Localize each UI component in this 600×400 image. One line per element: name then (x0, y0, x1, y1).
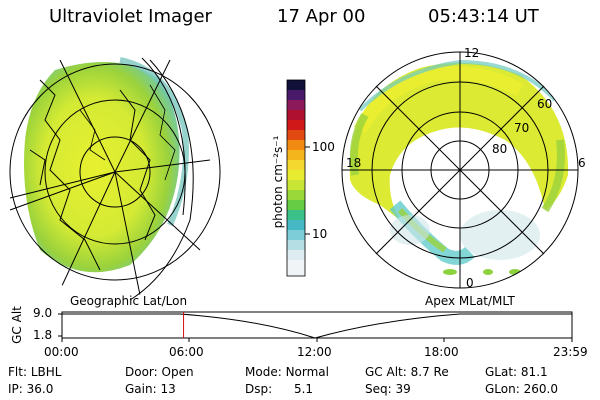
glon-value: 260.0 (523, 382, 558, 396)
door-value: Open (161, 365, 194, 379)
colorbar-tick-10: 10 (312, 227, 328, 241)
polar-image (341, 51, 579, 289)
gc-alt-value: 8.7 Re (410, 365, 449, 379)
mlt-label-12: 12 (464, 46, 480, 60)
colorbar-tick-100: 100 (312, 140, 335, 154)
lat-label-80: 80 (492, 142, 508, 156)
time-tick-0000: 00:00 (44, 345, 79, 359)
gc-alt-status: GC Alt: 8.7 Re (365, 365, 449, 379)
gc-alt-label: GC Alt: (365, 365, 407, 379)
seq-value: 39 (395, 382, 411, 396)
gain-status: Gain: 13 (125, 382, 176, 396)
colorbar-unit-label: photon cm⁻²s⁻¹ (271, 135, 285, 229)
colorbar (286, 79, 310, 277)
altitude-ytick-low: 1.8 (33, 328, 53, 342)
lat-label-60: 60 (537, 97, 553, 111)
ip-label: IP: (8, 382, 23, 396)
seq-status: Seq: 39 (365, 382, 411, 396)
filter-value: LBHL (30, 365, 62, 379)
altitude-ytick-high: 9.0 (33, 306, 53, 320)
filter-status: Flt: LBHL (8, 365, 61, 379)
glon-status: GLon: 260.0 (485, 382, 558, 396)
door-label: Door: (125, 365, 158, 379)
dsp-value: 5.1 (293, 382, 314, 396)
ip-value: 36.0 (26, 382, 54, 396)
glat-label: GLat: (485, 365, 518, 379)
ip-status: IP: 36.0 (8, 382, 53, 396)
glat-value: 81.1 (520, 365, 548, 379)
altitude-plot (58, 311, 573, 342)
mlt-label-18: 18 (346, 156, 362, 170)
date-label: 17 Apr 00 (277, 6, 366, 27)
instrument-title: Ultraviolet Imager (49, 6, 212, 27)
mode-value: Normal (285, 365, 329, 379)
lat-label-70: 70 (514, 121, 530, 135)
time-tick-2359: 23:59 (553, 345, 588, 359)
glat-status: GLat: 81.1 (485, 365, 548, 379)
time-tick-0600: 06:00 (169, 345, 204, 359)
apex-panel-label: Apex MLat/MLT (425, 294, 515, 308)
altitude-curve (62, 313, 572, 339)
door-status: Door: Open (125, 365, 194, 379)
time-label: 05:43:14 UT (428, 6, 539, 27)
mlt-label-0: 0 (466, 276, 474, 290)
mode-label: Mode: (245, 365, 282, 379)
gain-label: Gain: (125, 382, 157, 396)
glon-label: GLon: (485, 382, 520, 396)
mlt-label-6: 6 (578, 156, 586, 170)
altitude-ylabel: GC Alt (10, 306, 24, 344)
dsp-status: Dsp: 5.1 (245, 382, 313, 396)
geographic-image (9, 57, 221, 301)
filter-label: Flt: (8, 365, 27, 379)
gain-value: 13 (160, 382, 176, 396)
time-tick-1800: 18:00 (424, 345, 459, 359)
seq-label: Seq: (365, 382, 392, 396)
time-tick-1200: 12:00 (297, 345, 332, 359)
mode-status: Mode: Normal (245, 365, 329, 379)
geographic-panel-label: Geographic Lat/Lon (70, 294, 188, 308)
dsp-label: Dsp: (245, 382, 273, 396)
